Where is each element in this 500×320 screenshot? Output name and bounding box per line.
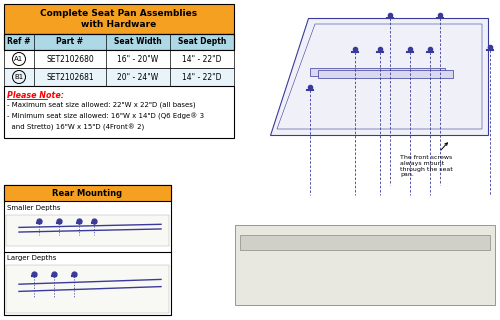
Text: Larger Depths: Larger Depths bbox=[7, 255, 56, 261]
Bar bbox=[4, 4, 234, 34]
Bar bbox=[4, 86, 234, 138]
Text: 14" - 22"D: 14" - 22"D bbox=[182, 73, 222, 82]
Text: Complete Seat Pan Assemblies
with Hardware: Complete Seat Pan Assemblies with Hardwa… bbox=[40, 9, 198, 29]
Bar bbox=[4, 185, 171, 315]
Polygon shape bbox=[270, 18, 488, 135]
Text: 16" - 20"W: 16" - 20"W bbox=[118, 54, 158, 63]
Text: 14" - 22"D: 14" - 22"D bbox=[182, 54, 222, 63]
Text: Rear Mounting: Rear Mounting bbox=[52, 188, 122, 197]
Text: Seat Depth: Seat Depth bbox=[178, 37, 226, 46]
Text: SET2102680: SET2102680 bbox=[46, 54, 94, 63]
Text: Please Note:: Please Note: bbox=[7, 91, 64, 100]
Bar bbox=[4, 50, 234, 68]
Polygon shape bbox=[240, 235, 490, 250]
Bar bbox=[4, 68, 234, 86]
Bar bbox=[4, 34, 234, 50]
Text: The front screws
always mount
through the seat
pan.: The front screws always mount through th… bbox=[400, 143, 453, 177]
Text: and Stretto) 16"W x 15"D (4Front® 2): and Stretto) 16"W x 15"D (4Front® 2) bbox=[7, 124, 144, 131]
Polygon shape bbox=[318, 70, 453, 78]
Text: Part #: Part # bbox=[56, 37, 84, 46]
Text: B1: B1 bbox=[14, 74, 24, 80]
Bar bbox=[4, 185, 171, 201]
Text: Seat Width: Seat Width bbox=[114, 37, 162, 46]
Text: Smaller Depths: Smaller Depths bbox=[7, 205, 60, 211]
Bar bbox=[6, 215, 169, 246]
Text: - Maximum seat size allowed: 22"W x 22"D (all bases): - Maximum seat size allowed: 22"W x 22"D… bbox=[7, 102, 196, 108]
Text: Ref #: Ref # bbox=[7, 37, 31, 46]
Bar bbox=[6, 265, 169, 313]
Text: 20" - 24"W: 20" - 24"W bbox=[118, 73, 158, 82]
Polygon shape bbox=[235, 225, 495, 305]
Text: SET2102681: SET2102681 bbox=[46, 73, 94, 82]
Text: - Minimum seat size allowed: 16"W x 14"D (Q6 Edge® 3: - Minimum seat size allowed: 16"W x 14"D… bbox=[7, 113, 204, 120]
Bar bbox=[4, 34, 234, 50]
Polygon shape bbox=[310, 68, 445, 76]
Text: A1: A1 bbox=[14, 56, 24, 62]
